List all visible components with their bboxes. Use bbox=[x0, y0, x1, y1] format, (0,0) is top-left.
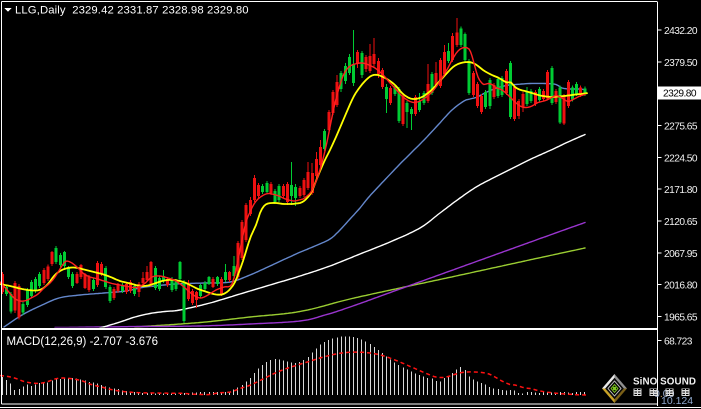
svg-text:2379.50: 2379.50 bbox=[664, 58, 698, 69]
svg-text:10.124: 10.124 bbox=[661, 395, 693, 407]
svg-text:2067.95: 2067.95 bbox=[664, 249, 698, 260]
svg-text:LLG,Daily 2329.42 2331.87 232: LLG,Daily 2329.42 2331.87 2328.98 2329.8… bbox=[15, 5, 249, 17]
svg-text:2275.65: 2275.65 bbox=[664, 122, 698, 133]
svg-text:2120.65: 2120.65 bbox=[664, 217, 698, 228]
svg-text:1965.65: 1965.65 bbox=[664, 313, 698, 324]
svg-text:68.723: 68.723 bbox=[664, 337, 693, 348]
svg-text:SiNO SOUND: SiNO SOUND bbox=[633, 377, 696, 388]
svg-text:2329.80: 2329.80 bbox=[663, 89, 697, 100]
svg-text:2171.80: 2171.80 bbox=[664, 185, 698, 196]
svg-text:2432.20: 2432.20 bbox=[664, 26, 698, 37]
svg-text:2016.80: 2016.80 bbox=[664, 281, 698, 292]
svg-text:MACD(12,26,9) -2.707 -3.676: MACD(12,26,9) -2.707 -3.676 bbox=[7, 336, 159, 348]
svg-text:2224.50: 2224.50 bbox=[664, 153, 698, 164]
